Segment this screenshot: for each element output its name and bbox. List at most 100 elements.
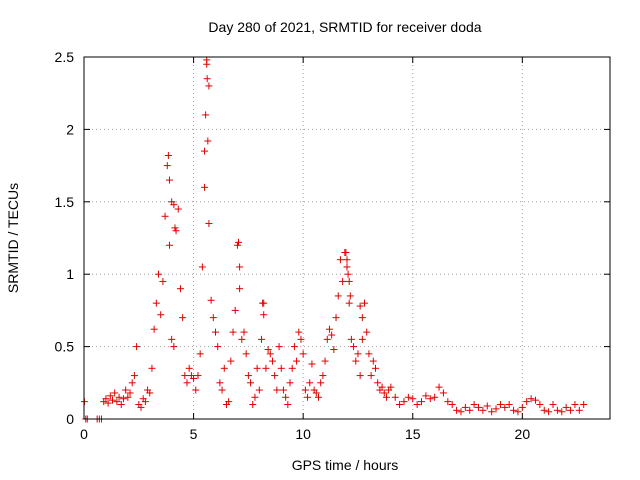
data-point bbox=[378, 383, 386, 391]
data-point bbox=[553, 406, 561, 414]
data-point bbox=[284, 401, 292, 409]
data-point bbox=[356, 372, 364, 380]
data-point bbox=[501, 403, 509, 411]
data-point bbox=[290, 343, 298, 351]
data-point bbox=[198, 263, 206, 271]
y-axis-label: SRMTID / TECUs bbox=[5, 183, 21, 293]
data-point bbox=[286, 379, 294, 387]
y-tick-labels: 0 0.5 1 1.5 2 2.5 bbox=[55, 49, 75, 427]
data-point bbox=[229, 328, 237, 336]
data-point bbox=[205, 220, 213, 228]
data-point bbox=[164, 151, 172, 159]
data-point bbox=[150, 325, 158, 333]
data-point bbox=[325, 325, 333, 333]
data-point bbox=[247, 379, 255, 387]
data-point bbox=[236, 263, 244, 271]
data-point bbox=[413, 401, 421, 409]
data-point bbox=[141, 398, 149, 406]
data-point bbox=[435, 383, 443, 391]
data-point bbox=[536, 401, 544, 409]
data-point bbox=[332, 314, 340, 322]
x-tick-label: 10 bbox=[295, 426, 311, 442]
data-point bbox=[382, 393, 390, 401]
data-point bbox=[356, 302, 364, 310]
data-point bbox=[391, 393, 399, 401]
data-point bbox=[409, 395, 417, 403]
data-point bbox=[216, 379, 224, 387]
data-point bbox=[514, 408, 522, 416]
data-point bbox=[282, 393, 290, 401]
y-tick-label: 0 bbox=[66, 411, 74, 427]
data-point bbox=[157, 311, 165, 319]
data-point bbox=[418, 398, 426, 406]
data-point bbox=[297, 335, 305, 343]
data-point bbox=[345, 299, 353, 307]
data-point bbox=[347, 335, 355, 343]
y-tick-label: 1.5 bbox=[55, 194, 75, 210]
data-point bbox=[531, 396, 539, 404]
data-point bbox=[342, 248, 350, 256]
data-point bbox=[319, 372, 327, 380]
data-point bbox=[227, 357, 235, 365]
data-point bbox=[549, 401, 557, 409]
data-point bbox=[161, 212, 169, 220]
data-point bbox=[183, 379, 191, 387]
data-point bbox=[279, 386, 287, 394]
data-point bbox=[562, 403, 570, 411]
data-point bbox=[321, 357, 329, 365]
data-point bbox=[580, 401, 588, 409]
data-point bbox=[111, 389, 119, 397]
data-point bbox=[323, 335, 331, 343]
data-point bbox=[404, 393, 412, 401]
data-point bbox=[159, 277, 167, 285]
data-point bbox=[457, 408, 465, 416]
data-point bbox=[209, 314, 217, 322]
data-point bbox=[334, 292, 342, 300]
data-point bbox=[426, 395, 434, 403]
data-point bbox=[126, 389, 134, 397]
data-point bbox=[264, 345, 272, 353]
data-point bbox=[108, 396, 116, 404]
data-point bbox=[518, 403, 526, 411]
data-point bbox=[266, 350, 274, 358]
data-point bbox=[295, 328, 303, 336]
data-point bbox=[194, 372, 202, 380]
data-point bbox=[201, 183, 209, 191]
data-point bbox=[466, 406, 474, 414]
data-point bbox=[444, 398, 452, 406]
data-point bbox=[330, 345, 338, 353]
y-tick-label: 2.5 bbox=[55, 49, 75, 65]
data-point bbox=[124, 393, 132, 401]
data-point bbox=[203, 75, 211, 83]
data-point bbox=[301, 386, 309, 394]
x-tick-label: 5 bbox=[190, 426, 198, 442]
data-point bbox=[496, 401, 504, 409]
data-point bbox=[165, 176, 173, 184]
data-point bbox=[212, 328, 219, 336]
data-point bbox=[176, 285, 184, 293]
data-point bbox=[492, 405, 500, 413]
data-point bbox=[527, 395, 535, 403]
y-tick-label: 1 bbox=[66, 266, 74, 282]
y-tick-label: 0.5 bbox=[55, 339, 75, 355]
data-point bbox=[218, 386, 226, 394]
data-point bbox=[174, 205, 182, 213]
data-point bbox=[119, 395, 127, 403]
data-point bbox=[122, 386, 130, 394]
data-point bbox=[236, 285, 244, 293]
data-point bbox=[336, 256, 344, 264]
chart-title: Day 280 of 2021, SRMTID for receiver dod… bbox=[208, 19, 481, 35]
data-point bbox=[165, 241, 173, 249]
data-point bbox=[185, 364, 193, 372]
data-point bbox=[255, 386, 263, 394]
data-point bbox=[253, 364, 261, 372]
data-point bbox=[317, 379, 325, 387]
data-point bbox=[387, 383, 395, 391]
data-point bbox=[102, 395, 110, 403]
data-point bbox=[137, 403, 145, 411]
x-tick-label: 0 bbox=[80, 426, 88, 442]
data-point bbox=[558, 408, 566, 416]
data-point bbox=[306, 379, 314, 387]
data-point bbox=[354, 350, 362, 358]
data-point bbox=[172, 227, 180, 235]
